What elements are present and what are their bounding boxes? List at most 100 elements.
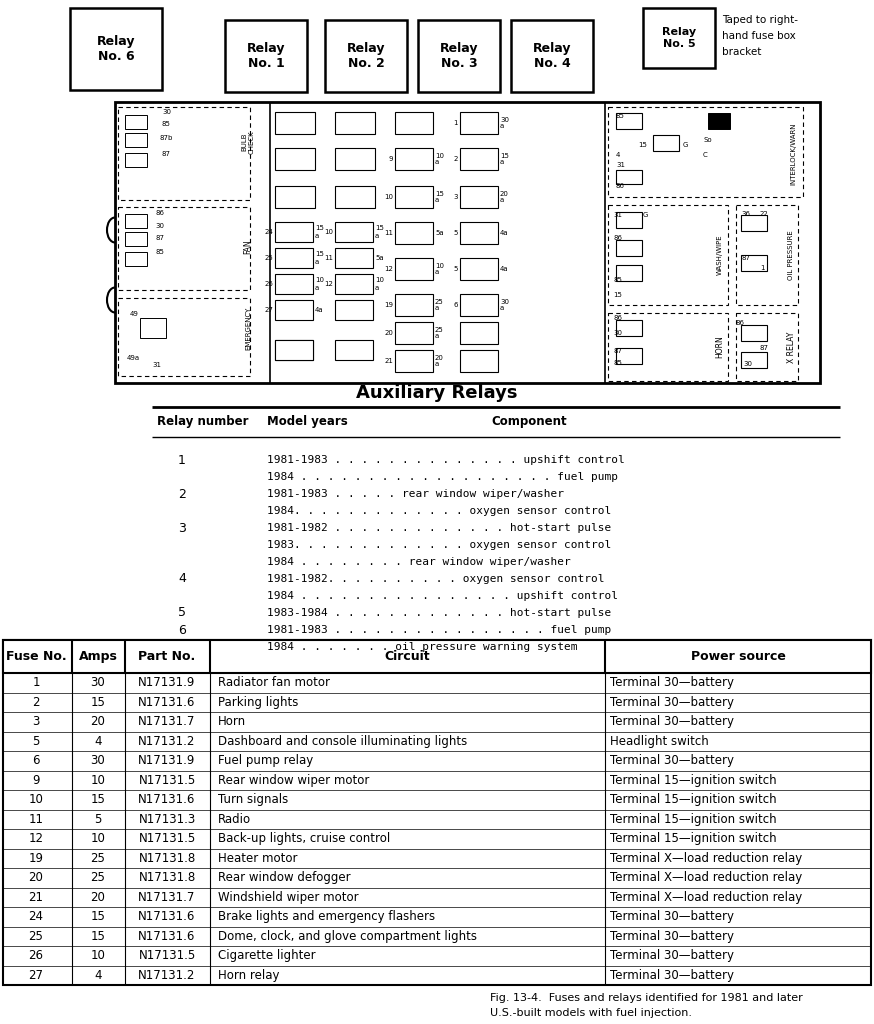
- Text: Relay
No. 3: Relay No. 3: [440, 42, 478, 70]
- Text: Model years: Model years: [267, 416, 348, 428]
- Text: 2: 2: [178, 487, 186, 501]
- Bar: [395, 186, 433, 208]
- Text: X RELAY: X RELAY: [787, 332, 795, 362]
- Text: 21: 21: [29, 891, 44, 904]
- Text: 25
a: 25 a: [435, 299, 444, 311]
- Bar: [395, 258, 433, 280]
- Text: 5: 5: [454, 230, 458, 236]
- Text: Headlight switch: Headlight switch: [610, 735, 709, 748]
- Text: 19: 19: [29, 852, 44, 864]
- Text: Rear window defogger: Rear window defogger: [218, 871, 350, 885]
- Bar: [125, 133, 147, 147]
- Text: N17131.7: N17131.7: [138, 715, 196, 728]
- Text: Terminal 15—ignition switch: Terminal 15—ignition switch: [610, 813, 777, 825]
- Text: Part No.: Part No.: [138, 650, 196, 663]
- Text: 25: 25: [91, 871, 106, 885]
- Bar: [275, 340, 313, 360]
- Bar: [70, 8, 162, 90]
- Bar: [335, 248, 373, 268]
- Bar: [460, 258, 498, 280]
- Bar: [395, 112, 433, 134]
- Text: U.S.-built models with fuel injection.: U.S.-built models with fuel injection.: [490, 1008, 692, 1018]
- Bar: [275, 248, 313, 268]
- Text: 10: 10: [29, 794, 44, 806]
- Bar: [741, 352, 767, 368]
- Text: G: G: [643, 212, 649, 218]
- Text: 4: 4: [616, 152, 621, 158]
- Text: 1984 . . . . . . . . . . . . . . . . . . . fuel pump: 1984 . . . . . . . . . . . . . . . . . .…: [267, 472, 618, 482]
- Text: Terminal 30—battery: Terminal 30—battery: [610, 676, 734, 689]
- Bar: [275, 112, 315, 134]
- Text: 30: 30: [613, 330, 622, 336]
- Text: N17131.2: N17131.2: [138, 735, 196, 748]
- Text: N17131.7: N17131.7: [138, 891, 196, 904]
- Text: Radio: Radio: [218, 813, 251, 825]
- Text: 86: 86: [613, 234, 622, 241]
- Bar: [275, 340, 313, 360]
- Text: Terminal 30—battery: Terminal 30—battery: [610, 969, 734, 982]
- Text: N17131.2: N17131.2: [138, 969, 196, 982]
- Text: 85: 85: [155, 249, 164, 255]
- Text: 1: 1: [32, 676, 39, 689]
- Text: 9: 9: [32, 774, 39, 786]
- Text: 20: 20: [29, 871, 44, 885]
- Text: Relay
No. 6: Relay No. 6: [97, 35, 135, 63]
- Text: 12: 12: [324, 281, 333, 287]
- Text: Amps: Amps: [79, 650, 117, 663]
- Bar: [460, 350, 498, 372]
- Text: FAN: FAN: [244, 240, 253, 254]
- Bar: [741, 325, 767, 341]
- Bar: [708, 113, 730, 129]
- Bar: [118, 207, 250, 290]
- Text: 11: 11: [324, 255, 333, 261]
- Text: Power source: Power source: [690, 650, 786, 663]
- Text: 5a: 5a: [375, 255, 384, 261]
- Text: 86: 86: [736, 319, 745, 326]
- Text: 31: 31: [613, 212, 622, 218]
- Bar: [118, 298, 250, 376]
- Text: Terminal 30—battery: Terminal 30—battery: [610, 715, 734, 728]
- Text: 1983-1984 . . . . . . . . . . . . . hot-start pulse: 1983-1984 . . . . . . . . . . . . . hot-…: [267, 608, 611, 618]
- Bar: [460, 186, 498, 208]
- Text: Dashboard and console illuminating lights: Dashboard and console illuminating light…: [218, 735, 468, 748]
- Text: Terminal X—load reduction relay: Terminal X—load reduction relay: [610, 891, 802, 904]
- Bar: [335, 340, 373, 360]
- Bar: [616, 240, 642, 256]
- Text: 5: 5: [454, 266, 458, 272]
- Text: 22: 22: [760, 211, 769, 217]
- Text: 85: 85: [616, 113, 625, 119]
- Text: 3: 3: [178, 521, 186, 535]
- Text: 20: 20: [385, 330, 393, 336]
- Text: Turn signals: Turn signals: [218, 794, 288, 806]
- Text: N17131.8: N17131.8: [138, 852, 196, 864]
- Text: N17131.8: N17131.8: [138, 871, 196, 885]
- Text: 11: 11: [384, 230, 393, 236]
- Text: Terminal 30—battery: Terminal 30—battery: [610, 695, 734, 709]
- Text: Dome, clock, and glove compartment lights: Dome, clock, and glove compartment light…: [218, 930, 477, 943]
- Text: 15: 15: [638, 142, 647, 148]
- Text: Relay
No. 1: Relay No. 1: [246, 42, 285, 70]
- Text: N17131.5: N17131.5: [138, 774, 196, 786]
- Text: 4a: 4a: [500, 230, 509, 236]
- Text: 26: 26: [264, 281, 273, 287]
- Bar: [395, 322, 433, 344]
- Text: 1981-1982. . . . . . . . . . oxygen sensor control: 1981-1982. . . . . . . . . . oxygen sens…: [267, 574, 605, 584]
- Text: 6: 6: [32, 755, 39, 767]
- Text: 30: 30: [91, 676, 106, 689]
- Text: N17131.6: N17131.6: [138, 695, 196, 709]
- Text: Radiator fan motor: Radiator fan motor: [218, 676, 330, 689]
- Text: Terminal 30—battery: Terminal 30—battery: [610, 755, 734, 767]
- Text: 21: 21: [385, 358, 393, 364]
- Text: 10
a: 10 a: [435, 153, 444, 166]
- Text: 10: 10: [384, 194, 393, 200]
- Text: WASH/WIPE: WASH/WIPE: [717, 234, 723, 275]
- Bar: [460, 322, 498, 344]
- Bar: [616, 170, 642, 184]
- Text: Heater motor: Heater motor: [218, 852, 297, 864]
- Text: 1981-1983 . . . . . . . . . . . . . . . . fuel pump: 1981-1983 . . . . . . . . . . . . . . . …: [267, 625, 611, 635]
- Text: Back-up lights, cruise control: Back-up lights, cruise control: [218, 833, 391, 845]
- Text: 1: 1: [760, 265, 765, 271]
- Text: Relay number: Relay number: [157, 416, 248, 428]
- Text: Horn relay: Horn relay: [218, 969, 280, 982]
- Bar: [225, 20, 307, 92]
